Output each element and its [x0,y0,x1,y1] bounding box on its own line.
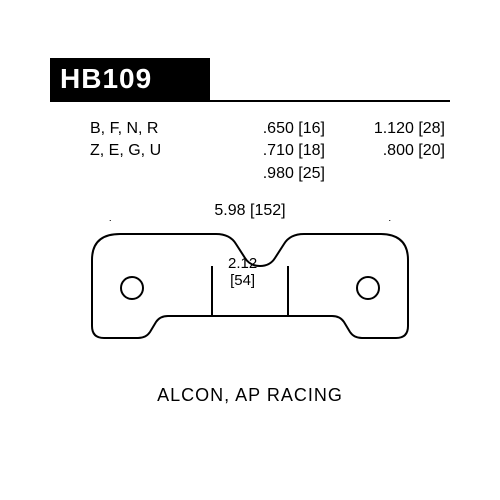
width-label: 5.98 [152] [95,202,405,220]
spec-codes: B, F, N, R Z, E, G, U [90,118,161,163]
height-mm: [54] [228,272,257,289]
spec-row: Z, E, G, U [90,140,161,162]
width-dimension: 5.98 [152] [95,200,405,228]
spec-row: B, F, N, R [90,118,161,140]
height-in: 2.12 [228,255,257,272]
thickness-col-2: 1.120 [28] .800 [20] [355,118,445,163]
spec-value: .800 [20] [355,140,445,162]
spec-value: 1.120 [28] [355,118,445,140]
spec-value: .980 [25] [235,163,325,185]
part-number-block: HB109 [50,58,210,100]
height-dimension: 2.12 [54] [228,255,257,290]
spec-value: .710 [18] [235,140,325,162]
part-number: HB109 [60,63,152,95]
brand-label: ALCON, AP RACING [0,385,500,406]
brake-pad-outline [88,230,412,360]
spec-value: .650 [16] [235,118,325,140]
thickness-col-1: .650 [16] .710 [18] .980 [25] [235,118,325,185]
header-rule [50,100,450,102]
